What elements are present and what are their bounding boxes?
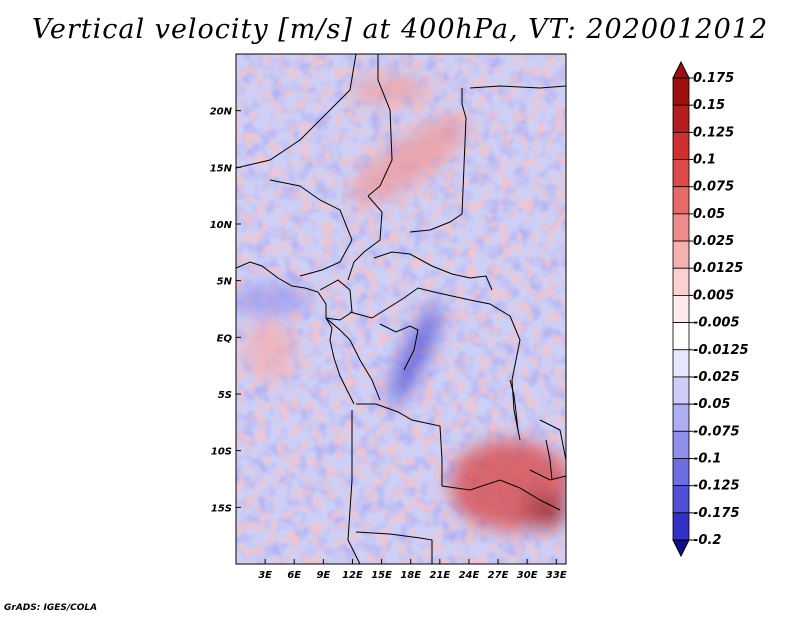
border-chad	[347, 195, 383, 281]
downdraft-gulf	[236, 284, 310, 316]
y-tick-label: 5N	[217, 277, 233, 288]
downdraft-congo	[389, 304, 441, 406]
x-tick-label: 12E	[342, 570, 363, 581]
chart-title: Vertical velocity [m/s] at 400hPa, VT: 2…	[31, 14, 769, 45]
y-tick-label: EQ	[217, 333, 233, 344]
colorbar-swatch	[672, 376, 690, 405]
colorbar-swatch	[672, 295, 690, 323]
y-axis: 20N 15N 10N 5N EQ 5S 10S 15S	[210, 107, 241, 514]
colorbar-swatch	[672, 403, 690, 432]
border-tanzania	[539, 419, 566, 461]
y-tick-label: 10N	[210, 220, 233, 231]
colorbar-label: -0.175	[693, 506, 740, 521]
border-mozambique	[529, 469, 566, 481]
border-libya-egypt	[367, 54, 393, 197]
colorbar-label: -0.1	[693, 451, 721, 466]
border-ethiopia	[469, 85, 566, 89]
border-sahel	[236, 54, 357, 169]
border-east-africa	[509, 315, 521, 441]
colorbar-swatch	[672, 430, 690, 459]
colorbar-label: 0.025	[693, 234, 734, 249]
plot-frame	[235, 53, 567, 565]
colorbar-label: 0.005	[693, 288, 734, 303]
coastlines-borders	[236, 54, 566, 564]
border-cameroon	[319, 279, 353, 321]
y-tick-label: 15S	[211, 503, 232, 514]
x-tick-label: 6E	[287, 570, 301, 581]
x-tick-label: 9E	[316, 570, 330, 581]
colorbar-label: 0.075	[693, 180, 734, 195]
colorbar-label: -0.025	[693, 370, 740, 385]
colorbar-label: -0.125	[693, 479, 740, 494]
colorbar-label: -0.005	[693, 316, 740, 331]
colorbar-swatch	[672, 267, 690, 296]
plot-area	[236, 54, 566, 564]
river-congo	[379, 323, 419, 371]
anomaly-patches	[236, 76, 566, 530]
colorbar-label: -0.05	[693, 397, 730, 412]
updraft-west-coast	[245, 320, 295, 380]
colorbar-label: 0.05	[693, 207, 725, 222]
updraft-band-sahel	[351, 115, 469, 205]
coastline-west-africa	[236, 261, 355, 405]
updraft-band-north	[350, 76, 430, 104]
x-tick-label: 15E	[371, 570, 392, 581]
border-namibia	[355, 531, 433, 564]
colorbar-swatch	[672, 131, 690, 160]
colorbar-swatch	[672, 104, 690, 133]
updraft-south-east-core	[523, 492, 566, 528]
border-nigeria	[269, 179, 353, 277]
x-tick-label: 21E	[429, 570, 450, 581]
border-angola	[347, 410, 361, 564]
colorbar-label: 0.125	[693, 125, 734, 140]
y-tick-label: 5S	[218, 390, 232, 401]
colorbar-top-arrow	[672, 60, 690, 79]
colorbar-label: -0.2	[693, 533, 721, 548]
x-tick-label: 3E	[258, 570, 272, 581]
y-tick-label: 20N	[210, 107, 233, 118]
x-tick-label: 30E	[517, 570, 538, 581]
lake-tanganyika	[509, 379, 519, 431]
colorbar-swatch	[672, 159, 690, 188]
x-tick-label: 18E	[400, 570, 421, 581]
colorbar-label: -0.0125	[693, 343, 749, 358]
colorbar-swatch	[672, 512, 690, 541]
colorbar-label: 0.175	[693, 71, 734, 86]
colorbar-label: 0.0125	[693, 261, 743, 276]
colorbar-label: 0.1	[693, 153, 716, 168]
colorbar-label: 0.15	[693, 98, 725, 113]
x-tick-label: 27E	[488, 570, 509, 581]
grads-credit: GrADS: IGES/COLA	[4, 603, 98, 613]
y-tick-label: 15N	[210, 163, 233, 174]
border-drc-north	[349, 287, 511, 319]
colorbar-swatch	[672, 213, 690, 242]
colorbar-swatch	[672, 186, 690, 215]
border-drc-west	[356, 403, 443, 486]
colorbar-swatch	[672, 458, 690, 487]
y-tick-label: 10S	[211, 447, 232, 458]
colorbar-swatch	[672, 240, 690, 269]
colorbar-swatch	[672, 349, 690, 378]
colorbar-swatch	[672, 77, 690, 106]
colorbar: 0.175 0.15 0.125 0.1 0.075 0.05 0.025 0.0125 0.0…	[672, 60, 749, 558]
border-gabon-congo	[325, 317, 381, 401]
border-sudan	[409, 88, 467, 233]
border-car	[373, 251, 493, 291]
colorbar-bottom-arrow	[672, 539, 690, 558]
lake-malawi	[545, 439, 553, 481]
x-tick-label: 24E	[459, 570, 480, 581]
x-axis: 3E 6E 9E 12E 15E 18E 21E 24E 27E 30E 33E	[258, 559, 567, 581]
colorbar-swatch	[672, 322, 690, 351]
border-zambia	[441, 479, 561, 511]
x-tick-label: 33E	[546, 570, 567, 581]
colorbar-label: -0.075	[693, 424, 740, 439]
colorbar-swatch	[672, 485, 690, 514]
